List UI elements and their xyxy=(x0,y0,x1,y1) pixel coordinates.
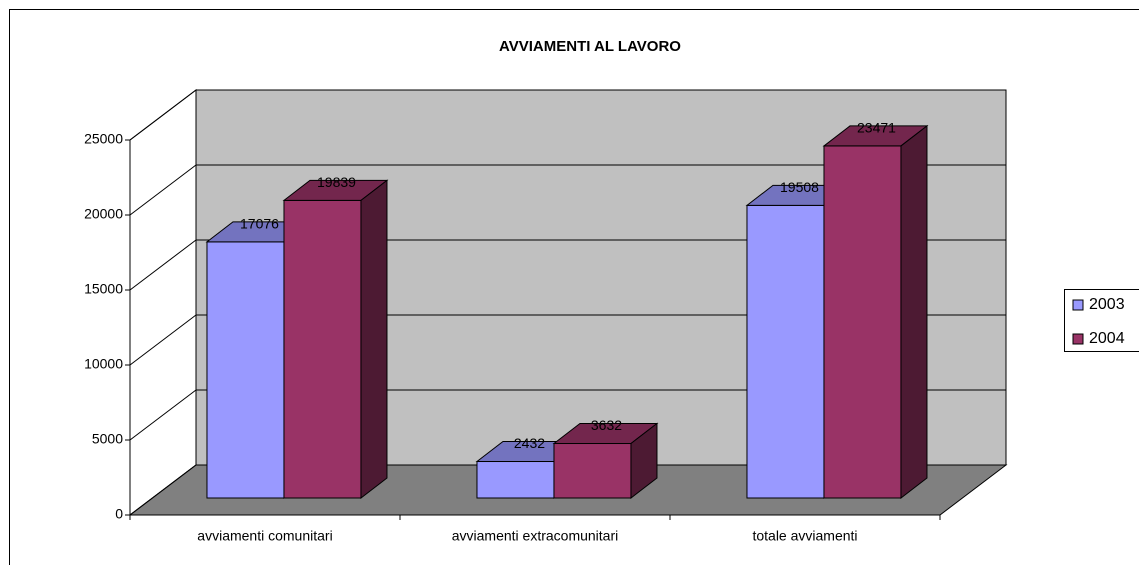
legend-label: 2004 xyxy=(1089,330,1125,347)
bar xyxy=(746,204,825,499)
bar-side xyxy=(900,124,928,500)
data-label: 3632 xyxy=(591,417,622,433)
x-tick-label: totale avviamenti xyxy=(752,528,857,544)
y-tick-label: 10000 xyxy=(84,356,123,372)
grid-line xyxy=(129,239,197,291)
data-label: 2432 xyxy=(514,435,545,451)
grid-line xyxy=(129,89,197,141)
bar xyxy=(206,241,285,499)
y-tick-label: 20000 xyxy=(84,206,123,222)
bar xyxy=(476,461,555,499)
x-tick-label: avviamenti extracomunitari xyxy=(452,528,619,544)
bar-side xyxy=(630,422,658,500)
data-label: 17076 xyxy=(240,216,279,232)
grid-line xyxy=(129,464,197,516)
legend-label: 2003 xyxy=(1089,296,1125,313)
data-label: 19508 xyxy=(780,179,819,195)
legend-swatch xyxy=(1072,299,1084,311)
bar xyxy=(283,199,362,499)
grid-line xyxy=(129,164,197,216)
data-label: 23471 xyxy=(857,120,896,136)
legend-swatch xyxy=(1072,333,1084,345)
y-tick-label: 0 xyxy=(115,506,123,522)
x-tick-label: avviamenti comunitari xyxy=(197,528,332,544)
y-tick-label: 25000 xyxy=(84,131,123,147)
grid-line xyxy=(129,389,197,441)
chart-title: AVVIAMENTI AL LAVORO xyxy=(499,38,681,55)
data-label: 19839 xyxy=(317,174,356,190)
side-wall xyxy=(129,88,197,517)
y-tick-label: 15000 xyxy=(84,281,123,297)
grid-line xyxy=(129,314,197,366)
bar xyxy=(823,145,902,499)
bar-side xyxy=(360,179,388,500)
y-tick-label: 5000 xyxy=(92,431,123,447)
bar xyxy=(553,443,632,499)
